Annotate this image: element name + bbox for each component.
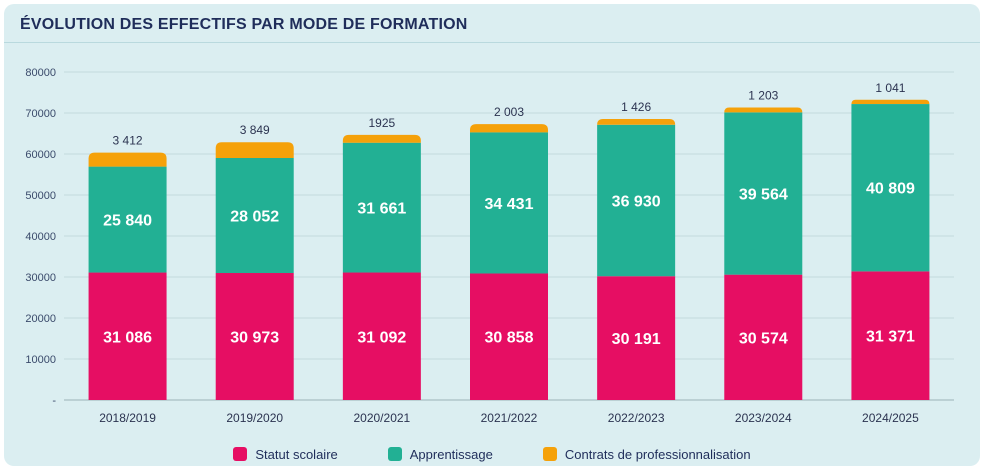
data-label-apprentissage: 39 564	[739, 187, 788, 204]
bar-segment-apprentissage	[851, 104, 930, 272]
legend-swatch-statut-scolaire	[233, 447, 248, 461]
legend-item-apprentissage: Apprentissage	[387, 446, 493, 462]
data-label-statut-scolaire: 30 858	[485, 330, 534, 347]
y-tick-label: 40000	[25, 231, 56, 243]
data-label-statut-scolaire: 30 191	[612, 331, 661, 348]
bar-segment-apprentissage	[342, 142, 421, 273]
legend-label-apprentissage: Apprentissage	[409, 446, 493, 462]
legend-swatch-contrats-pro	[542, 447, 557, 461]
data-label-apprentissage: 34 431	[485, 196, 534, 213]
bar-segment-contrats-pro	[342, 134, 421, 143]
bar-segment-apprentissage	[597, 124, 676, 277]
y-tick-label: 30000	[25, 272, 56, 284]
bar-segment-contrats-pro	[215, 142, 294, 158]
legend-label-contrats-pro: Contrats de professionnalisation	[564, 446, 751, 462]
x-tick-label: 2024/2025	[862, 411, 919, 425]
stacked-bar-chart: - 10000 20000 30000 40000 50000 60000 70000 8000…	[25, 67, 954, 425]
data-label-contrats-pro: 1 203	[748, 89, 778, 103]
bar-segment-contrats-pro	[470, 124, 548, 133]
y-tick-label: 60000	[25, 149, 56, 161]
x-tick-label: 2023/2024	[735, 411, 792, 425]
data-label-apprentissage: 31 661	[357, 201, 406, 218]
data-label-apprentissage: 25 840	[103, 213, 152, 230]
data-label-statut-scolaire: 31 092	[357, 329, 406, 346]
data-label-statut-scolaire: 30 574	[739, 330, 788, 347]
bar-segment-contrats-pro	[597, 118, 676, 125]
bar-segment-statut-scolaire	[215, 273, 294, 400]
bar-segment-apprentissage	[470, 132, 548, 274]
data-label-statut-scolaire: 31 371	[866, 329, 915, 346]
title-divider	[4, 42, 980, 43]
bar-segment-statut-scolaire	[470, 273, 548, 400]
bar-segment-statut-scolaire	[724, 274, 803, 400]
bar-segment-apprentissage	[724, 112, 803, 275]
bar-segment-statut-scolaire	[851, 271, 930, 400]
y-tick-label: 50000	[25, 190, 56, 202]
data-label-contrats-pro: 1925	[369, 116, 396, 130]
data-label-statut-scolaire: 31 086	[103, 329, 152, 346]
bar-segment-apprentissage	[88, 166, 167, 273]
x-tick-label: 2022/2023	[608, 411, 665, 425]
y-tick-label: 20000	[25, 313, 56, 325]
y-tick-label: 80000	[25, 67, 56, 79]
bar-segment-statut-scolaire	[597, 276, 676, 400]
x-tick-label: 2021/2022	[481, 411, 538, 425]
x-tick-label: 2018/2019	[99, 411, 156, 425]
data-label-statut-scolaire: 30 973	[230, 330, 279, 347]
data-label-contrats-pro: 1 041	[875, 81, 905, 95]
legend-label-statut-scolaire: Statut scolaire	[255, 446, 338, 462]
data-label-contrats-pro: 1 426	[621, 100, 651, 114]
data-label-apprentissage: 36 930	[612, 194, 661, 211]
data-label-contrats-pro: 2 003	[494, 105, 524, 119]
data-label-contrats-pro: 3 849	[240, 123, 270, 137]
data-label-apprentissage: 28 052	[230, 209, 279, 226]
chart-title: ÉVOLUTION DES EFFECTIFS PAR MODE DE FORM…	[20, 16, 468, 33]
y-tick-label: -	[52, 395, 56, 407]
bar-segment-statut-scolaire	[88, 272, 167, 400]
x-tick-label: 2019/2020	[226, 411, 283, 425]
bar-segment-contrats-pro	[851, 99, 930, 105]
y-tick-label: 10000	[25, 354, 56, 366]
bar-segment-contrats-pro	[724, 107, 803, 113]
y-tick-label: 70000	[25, 108, 56, 120]
bar-segment-contrats-pro	[88, 152, 167, 167]
legend-item-contrats-pro: Contrats de professionnalisation	[542, 446, 751, 462]
bar-segment-apprentissage	[215, 157, 294, 274]
x-tick-label: 2020/2021	[353, 411, 410, 425]
data-label-contrats-pro: 3 412	[113, 134, 143, 148]
legend-swatch-apprentissage	[387, 447, 402, 461]
legend-item-statut-scolaire: Statut scolaire	[233, 446, 338, 462]
chart-panel: ÉVOLUTION DES EFFECTIFS PAR MODE DE FORM…	[4, 4, 980, 466]
data-label-apprentissage: 40 809	[866, 181, 915, 198]
chart-legend: Statut scolaire Apprentissage Contrats d…	[4, 444, 980, 464]
bar-segment-statut-scolaire	[342, 272, 421, 400]
